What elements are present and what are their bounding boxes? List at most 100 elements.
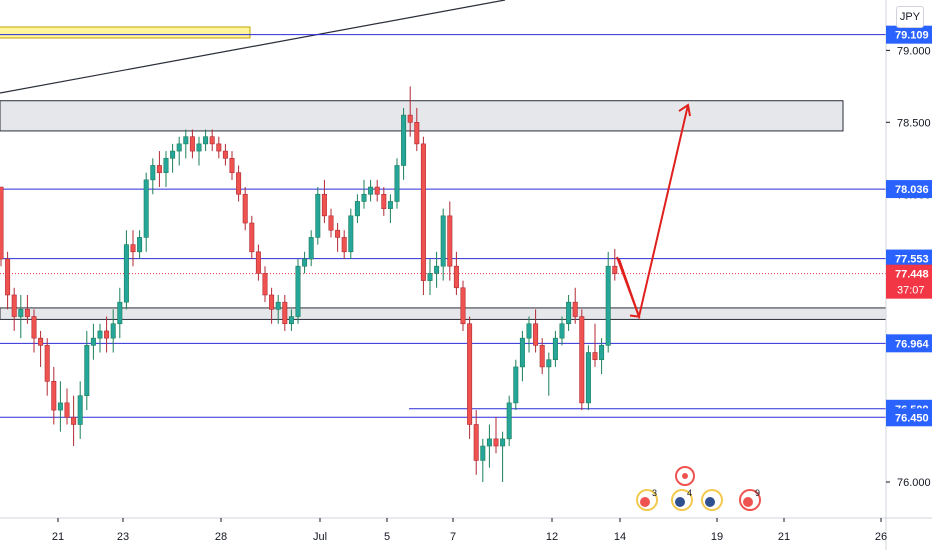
candle-body — [592, 352, 598, 361]
candle-body — [117, 301, 123, 325]
candle-body — [453, 265, 459, 289]
candle — [302, 251, 308, 274]
candle — [0, 186, 4, 267]
candle — [519, 330, 525, 382]
candle-countdown-label: 37:07 — [897, 285, 925, 297]
candle — [427, 259, 433, 295]
trendline-layer — [0, 0, 506, 94]
candle-body — [315, 193, 321, 238]
highlight-bar — [0, 26, 251, 39]
candle-body — [275, 301, 281, 310]
x-tick-label: 7 — [450, 531, 456, 543]
candle-body — [605, 265, 611, 346]
candle — [533, 309, 539, 353]
candle-body — [57, 402, 63, 411]
event-count: 9 — [755, 488, 760, 498]
level-price-tag — [886, 25, 932, 44]
candle-body — [374, 186, 380, 195]
candle — [64, 388, 70, 425]
level-price-label: 79.109 — [895, 30, 929, 42]
current-price-tag — [886, 264, 932, 299]
candle — [117, 287, 123, 339]
candle — [97, 323, 103, 353]
candle-body — [447, 215, 453, 267]
x-tick-label: 14 — [614, 531, 626, 543]
candle-body — [288, 316, 294, 325]
x-tick-label: 19 — [711, 531, 723, 543]
currency-label[interactable]: JPY — [896, 6, 924, 28]
candle-body — [183, 136, 189, 145]
candle-body — [552, 337, 558, 361]
candle-body — [38, 337, 44, 346]
candle — [269, 287, 275, 324]
candle — [275, 294, 281, 324]
candle — [592, 323, 598, 367]
trendline — [0, 0, 506, 94]
candle — [552, 330, 558, 367]
resistance-zone — [0, 100, 844, 132]
candle — [473, 410, 479, 475]
candle — [612, 248, 618, 281]
candle — [44, 338, 50, 396]
candle-body — [467, 323, 473, 425]
candle-body — [255, 251, 261, 274]
candle-body — [71, 416, 77, 425]
candle — [387, 194, 393, 224]
candle — [348, 208, 354, 259]
candle-body — [493, 438, 499, 447]
candle-body — [328, 215, 334, 231]
x-tick-label: 23 — [117, 531, 129, 543]
candle — [163, 151, 169, 188]
events-layer: 3 4 9 — [636, 466, 761, 511]
candle-body — [84, 345, 90, 396]
candle-body — [559, 323, 565, 339]
candle — [90, 323, 96, 360]
candle — [18, 294, 24, 339]
candle — [11, 287, 17, 331]
support-zone — [0, 307, 887, 320]
candle-body — [269, 294, 275, 310]
candle — [24, 294, 30, 324]
candle-body — [513, 366, 519, 404]
candle-body — [216, 143, 222, 152]
candle — [31, 309, 37, 353]
level-price-tag — [886, 408, 932, 427]
candle-body — [539, 345, 545, 368]
candle — [381, 187, 387, 216]
candle-body — [579, 316, 585, 404]
candle — [123, 230, 129, 310]
candle — [262, 266, 268, 303]
candle-body — [203, 136, 209, 145]
price-labels-layer: 79.10978.03677.55376.96476.50976.45077.4… — [886, 25, 932, 427]
candle — [282, 294, 288, 331]
candle — [394, 158, 400, 209]
candle-body — [18, 309, 24, 317]
candle — [242, 187, 248, 231]
candle — [585, 345, 591, 411]
candle-body — [546, 359, 552, 368]
candle-body — [368, 186, 374, 195]
candle — [236, 165, 242, 202]
candle-body — [321, 193, 327, 217]
candle — [222, 143, 228, 166]
candle-body — [51, 381, 57, 411]
candle-body — [612, 265, 618, 274]
candle-body — [262, 273, 268, 296]
x-tick-label: 5 — [384, 531, 390, 543]
x-tick-label: 21 — [778, 531, 790, 543]
candle-body — [123, 244, 129, 303]
candle — [315, 187, 321, 245]
projection-layer — [616, 103, 691, 321]
candle-body — [229, 157, 235, 173]
candle — [341, 230, 347, 259]
candle — [255, 244, 261, 281]
candle-body — [189, 136, 195, 152]
candle-body — [236, 172, 242, 195]
candle — [203, 129, 209, 152]
candle-body — [460, 287, 466, 325]
level-price-tag — [886, 249, 932, 268]
x-tick-label: 28 — [215, 531, 227, 543]
